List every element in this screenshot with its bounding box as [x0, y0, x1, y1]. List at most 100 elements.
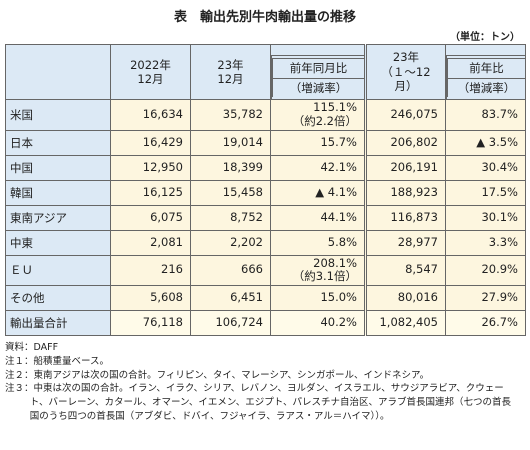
- cell-text: 116,873: [390, 209, 438, 224]
- cell-text: 30.1%: [481, 209, 518, 224]
- column-header: 23年 12月: [190, 44, 271, 100]
- cell-line: 前年比: [447, 58, 525, 78]
- cell-text: 20.9%: [481, 262, 518, 277]
- table-cell: 19,014: [190, 129, 271, 156]
- cell-line: 前年同月比: [272, 58, 364, 78]
- table-cell: 16,634: [110, 99, 191, 131]
- cell-text: 6,451: [230, 290, 263, 305]
- corner: [5, 44, 111, 100]
- table-cell: 26.7%: [445, 310, 526, 337]
- table-cell: 15.0%: [270, 285, 366, 312]
- cell-text: ▲ 3.5%: [476, 134, 518, 149]
- cell-line: 2022年: [130, 57, 171, 72]
- table-cell: 15.7%: [270, 129, 366, 156]
- cell-text: 15.7%: [320, 134, 357, 149]
- row-label: ＥＵ: [5, 254, 111, 287]
- table-row: 輸出量合計 76,118 106,724 40.2% 1,082,405 26.7%: [5, 310, 526, 337]
- table-cell: 35,782: [190, 99, 271, 131]
- table-cell: 15,458: [190, 179, 271, 206]
- cell-line: 12月: [137, 72, 164, 86]
- table-cell: 40.2%: [270, 310, 366, 337]
- cell-text: 2,081: [150, 234, 183, 249]
- cell-text: 26.7%: [481, 315, 518, 330]
- table-cell: 83.7%: [445, 99, 526, 131]
- table-cell: 2,081: [110, 229, 191, 256]
- column-header: 2022年 12月: [110, 44, 191, 100]
- note: 注１：船積重量ベース。: [5, 355, 110, 367]
- row-label: 日本: [5, 129, 111, 156]
- table-cell: ▲ 3.5%: [445, 129, 526, 156]
- table-cell: 116,873: [364, 204, 446, 231]
- table-cell: 5.8%: [270, 229, 366, 256]
- cell-text: 15,458: [222, 184, 263, 199]
- table-cell: 27.9%: [445, 285, 526, 312]
- cell-line: 115.1%: [313, 100, 357, 114]
- unit: （単位：トン）: [450, 32, 520, 43]
- table-cell: 42.1%: [270, 154, 366, 181]
- table-cell: 18,399: [190, 154, 271, 181]
- note: 注３：中東は次の国の合計。イラン、イラク、シリア、レバノン、ヨルダン、イスラエル…: [5, 383, 512, 422]
- table-row: 中国 12,950 18,399 42.1% 206,191 30.4%: [5, 154, 526, 181]
- row-label: 中国: [5, 154, 111, 181]
- cell-text: 16,429: [142, 134, 183, 149]
- cell-text: 106,724: [215, 315, 263, 330]
- table-cell: 17.5%: [445, 179, 526, 206]
- title: 表 輸出先別牛肉輸出量の推移: [173, 10, 356, 25]
- cell-line: （増減率）: [447, 77, 525, 97]
- cell-text: 35,782: [222, 106, 263, 121]
- cell-text: 80,016: [397, 290, 438, 305]
- table-cell: 30.4%: [445, 154, 526, 181]
- cell-text: 2,202: [230, 234, 263, 249]
- cell-line: 12月: [217, 72, 244, 86]
- cell-text: 76,118: [142, 315, 183, 330]
- cell-line: （約2.2倍）: [292, 113, 357, 128]
- table-cell: 206,802: [364, 129, 446, 156]
- cell-line: （増減率）: [272, 77, 364, 97]
- cell-text: 188,923: [390, 184, 438, 199]
- table-cell: 30.1%: [445, 204, 526, 231]
- cell-text: 17.5%: [481, 184, 518, 199]
- header-box: 前年比 （増減率）: [446, 55, 525, 99]
- table-cell: 20.9%: [445, 254, 526, 287]
- table-cell: 5,608: [110, 285, 191, 312]
- cell-text: 83.7%: [481, 106, 518, 121]
- table-cell: 6,451: [190, 285, 271, 312]
- table-cell: 12,950: [110, 154, 191, 181]
- table-row: その他 5,608 6,451 15.0% 80,016 27.9%: [5, 285, 526, 312]
- cell-text: 5,608: [150, 290, 183, 305]
- table-cell: 188,923: [364, 179, 446, 206]
- row-label: 輸出量合計: [5, 310, 111, 337]
- cell-line: （１～12月）: [381, 64, 431, 94]
- table-body: 米国 16,634 35,782 115.1% （約2.2倍） 246,075 83.7% 日…: [5, 99, 526, 337]
- table: 2022年 12月 23年 12月 前年同月比 （増減率） 23年 （１～12月） 前年比 （増減…: [5, 44, 526, 337]
- table-cell: 2,202: [190, 229, 271, 256]
- table-cell: 216: [110, 254, 191, 287]
- cell-text: 1,082,405: [379, 315, 438, 330]
- cell-line: 23年: [217, 57, 244, 72]
- column-header: 23年 （１～12月）: [364, 44, 446, 100]
- cell-text: 6,075: [150, 209, 183, 224]
- cell-text: 42.1%: [320, 159, 357, 174]
- table-cell: 76,118: [110, 310, 191, 337]
- column-header: 前年比 （増減率）: [445, 44, 526, 100]
- table-cell: 1,082,405: [364, 310, 446, 337]
- cell-text: 15.0%: [320, 290, 357, 305]
- cell-text: 216: [161, 262, 183, 277]
- cell-text: 28,977: [397, 234, 438, 249]
- cell-text: 8,752: [230, 209, 263, 224]
- cell-text: 246,075: [390, 106, 438, 121]
- table-cell: 8,547: [364, 254, 446, 287]
- table-cell: 208.1% （約3.1倍）: [270, 254, 366, 287]
- cell-text: 5.8%: [327, 234, 357, 249]
- table-row: 韓国 16,125 15,458 ▲ 4.1% 188,923 17.5%: [5, 179, 526, 206]
- table-row: 中東 2,081 2,202 5.8% 28,977 3.3%: [5, 229, 526, 256]
- cell-text: 16,125: [142, 184, 183, 199]
- cell-text: 44.1%: [320, 209, 357, 224]
- row-label: 中東: [5, 229, 111, 256]
- note: 注２：東南アジアは次の国の合計。フィリピン、タイ、マレーシア、シンガポール、イン…: [5, 369, 430, 381]
- table-row: 米国 16,634 35,782 115.1% （約2.2倍） 246,075 83.7%: [5, 99, 526, 131]
- header-row: 2022年 12月 23年 12月 前年同月比 （増減率） 23年 （１～12月） 前年比 （増減…: [5, 44, 526, 100]
- table-cell: 6,075: [110, 204, 191, 231]
- cell-text: 30.4%: [481, 159, 518, 174]
